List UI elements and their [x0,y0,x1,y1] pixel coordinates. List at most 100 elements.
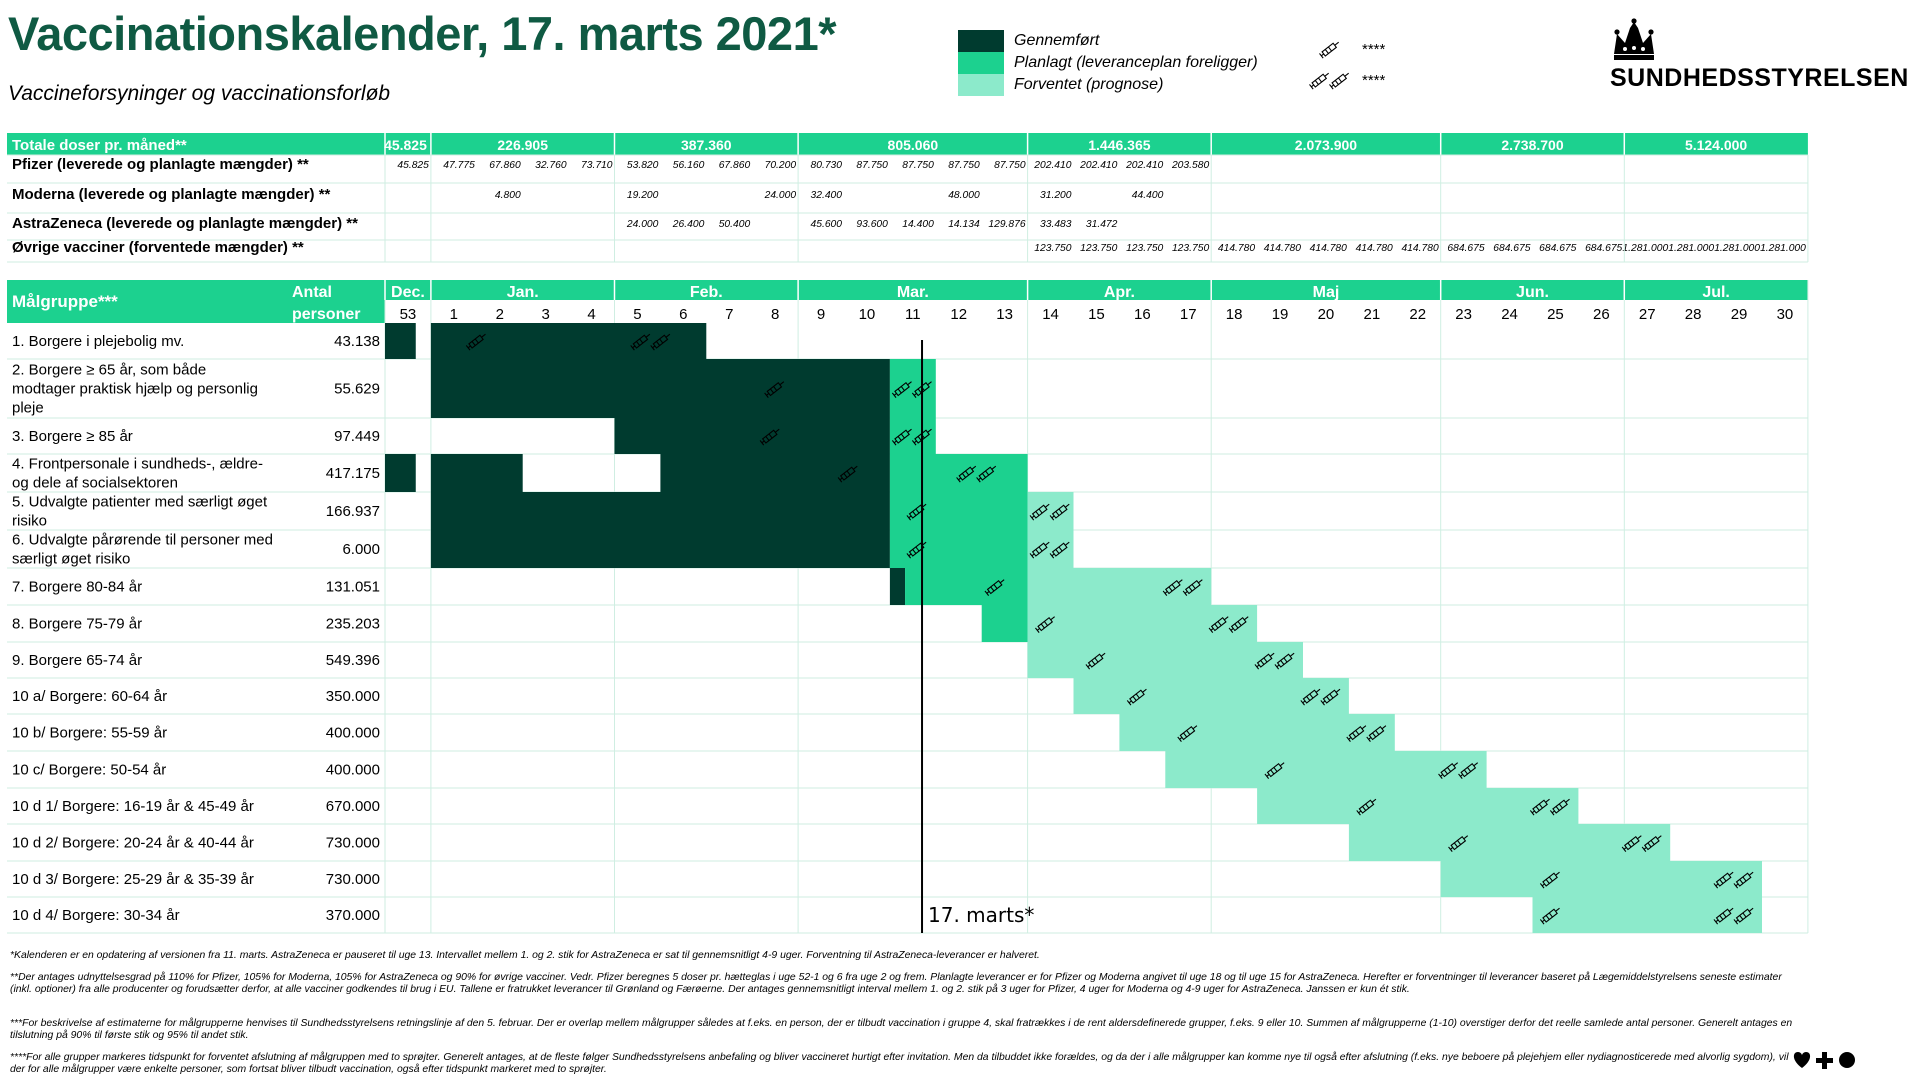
supply-value: 684.675 [1585,243,1622,254]
syringe-icon [1126,688,1147,706]
week-number: 27 [1639,306,1656,323]
group-count: 350.000 [326,688,380,705]
double-syringe-icon [1049,541,1070,559]
double-syringe-icon [630,333,651,351]
supply-value: 123.750 [1034,243,1071,254]
week-number: 15 [1088,306,1105,323]
supply-value: 70.200 [765,160,797,171]
supply-value: 684.675 [1447,243,1484,254]
legend-item-planned: Planlagt (leveranceplan foreligger) [958,52,1258,74]
total-doses-value: 45.825 [384,137,427,153]
schedule-bar-planned [905,568,1028,605]
schedule-bar-planned [889,359,936,418]
week-number: 26 [1593,306,1610,323]
double-syringe-icon [1733,871,1754,889]
double-syringe-icon [1549,798,1570,816]
group-label: og dele af socialsektoren [12,475,178,492]
circle-icon [1839,1052,1855,1068]
double-syringe-icon [1529,798,1550,816]
syringe-icon [984,579,1005,596]
week-number: 53 [400,306,417,323]
group-count: 730.000 [326,835,380,852]
bottom-logo-icons [1793,1052,1855,1069]
syringe-icon [1356,798,1377,816]
double-syringe-icon [1228,616,1249,633]
schedule-bar-expected [1348,824,1671,861]
month-label: Jan. [507,284,539,301]
week-number: 6 [679,306,687,323]
supply-row-label: Moderna (leverede og planlagte mængder) … [12,186,331,203]
schedule-bar-done [385,323,416,359]
legend-swatch-done [958,30,1004,52]
supply-value: 4.800 [495,190,521,201]
double-syringe-icon [891,381,912,398]
syringe-icon [1319,41,1340,59]
supply-value: 47.775 [443,160,475,171]
week-number: 18 [1226,306,1243,323]
supply-row-label: Pfizer (leverede og planlagte mængder) *… [12,156,309,173]
supply-row-label: AstraZeneca (leverede og planlagte mængd… [12,215,358,232]
double-syringe-icon [1366,725,1387,742]
page-subtitle: Vaccineforsyninger og vaccinationsforløb [8,82,391,105]
group-label: 1. Borgere i plejebolig mv. [12,333,184,350]
group-label: 3. Borgere ≥ 85 år [12,428,133,445]
crown-icon [1614,18,1654,60]
syringe-icon [1264,762,1285,779]
week-number: 14 [1042,306,1059,323]
legend-swatch-planned [958,52,1004,74]
syringe-legend-label-single: **** [1362,40,1386,58]
group-label: 10 d 2/ Borgere: 20-24 år & 40-44 år [12,835,254,852]
total-doses-value: 2.738.700 [1501,137,1563,153]
syringe-icon [759,428,780,446]
schedule-bar-expected [1532,897,1762,933]
total-doses-value: 387.360 [681,137,732,153]
group-label: særligt øget risiko [12,551,130,568]
week-number: 11 [905,306,921,323]
supply-value: 45.600 [811,219,843,230]
supply-value: 1.281.000 [1714,243,1760,254]
month-label: Apr. [1104,284,1135,301]
supply-value: 31.472 [1086,219,1118,230]
schedule-bar-planned [981,605,1028,642]
group-label: 10 d 3/ Borgere: 25-29 år & 35-39 år [12,871,254,888]
group-count: 670.000 [326,798,380,815]
supply-value: 44.400 [1132,190,1164,201]
syringe-legend-label-double: **** [1362,71,1386,89]
week-number: 19 [1272,306,1289,323]
double-syringe-icon [1274,652,1295,670]
schedule-bar-done [430,530,890,568]
supply-value: 32.760 [535,160,567,171]
syringe-legend-double: **** [1308,69,1385,91]
month-label: Maj [1313,284,1340,301]
week-number: 2 [496,306,504,323]
double-syringe-icon [891,428,912,446]
supply-value: 87.750 [948,160,980,171]
group-label: 2. Borgere ≥ 65 år, som både [12,362,206,379]
legend-label-planned: Planlagt (leveranceplan foreligger) [1014,54,1258,71]
supply-value: 19.200 [627,190,659,201]
month-label: Mar. [897,284,929,301]
double-syringe-icon [1029,503,1050,521]
double-syringe-icon [1049,503,1070,521]
group-count: 235.203 [326,616,380,633]
schedule-bar-expected [1257,788,1579,824]
week-number: 4 [587,306,595,323]
week-number: 5 [633,306,641,323]
double-syringe-icon [1713,907,1734,925]
group-header-label: Målgruppe*** [12,292,118,311]
supply-value: 73.710 [581,160,613,171]
schedule-bar-expected [1027,530,1074,568]
week-number: 21 [1364,306,1381,323]
syringe-icon [837,465,858,483]
schedule-bar-expected [1440,861,1762,897]
schedule-bar-done [430,492,890,530]
syringe-icon [764,381,785,398]
schedule-bar-planned [889,492,1028,530]
legend-item-expected: Forventet (prognose) [958,74,1163,96]
supply-value: 684.675 [1493,243,1530,254]
group-label: pleje [12,400,44,417]
legend-swatch-expected [958,74,1004,96]
week-number: 22 [1409,306,1426,323]
schedule-bar-done [614,418,890,454]
supply-value: 123.750 [1080,243,1117,254]
